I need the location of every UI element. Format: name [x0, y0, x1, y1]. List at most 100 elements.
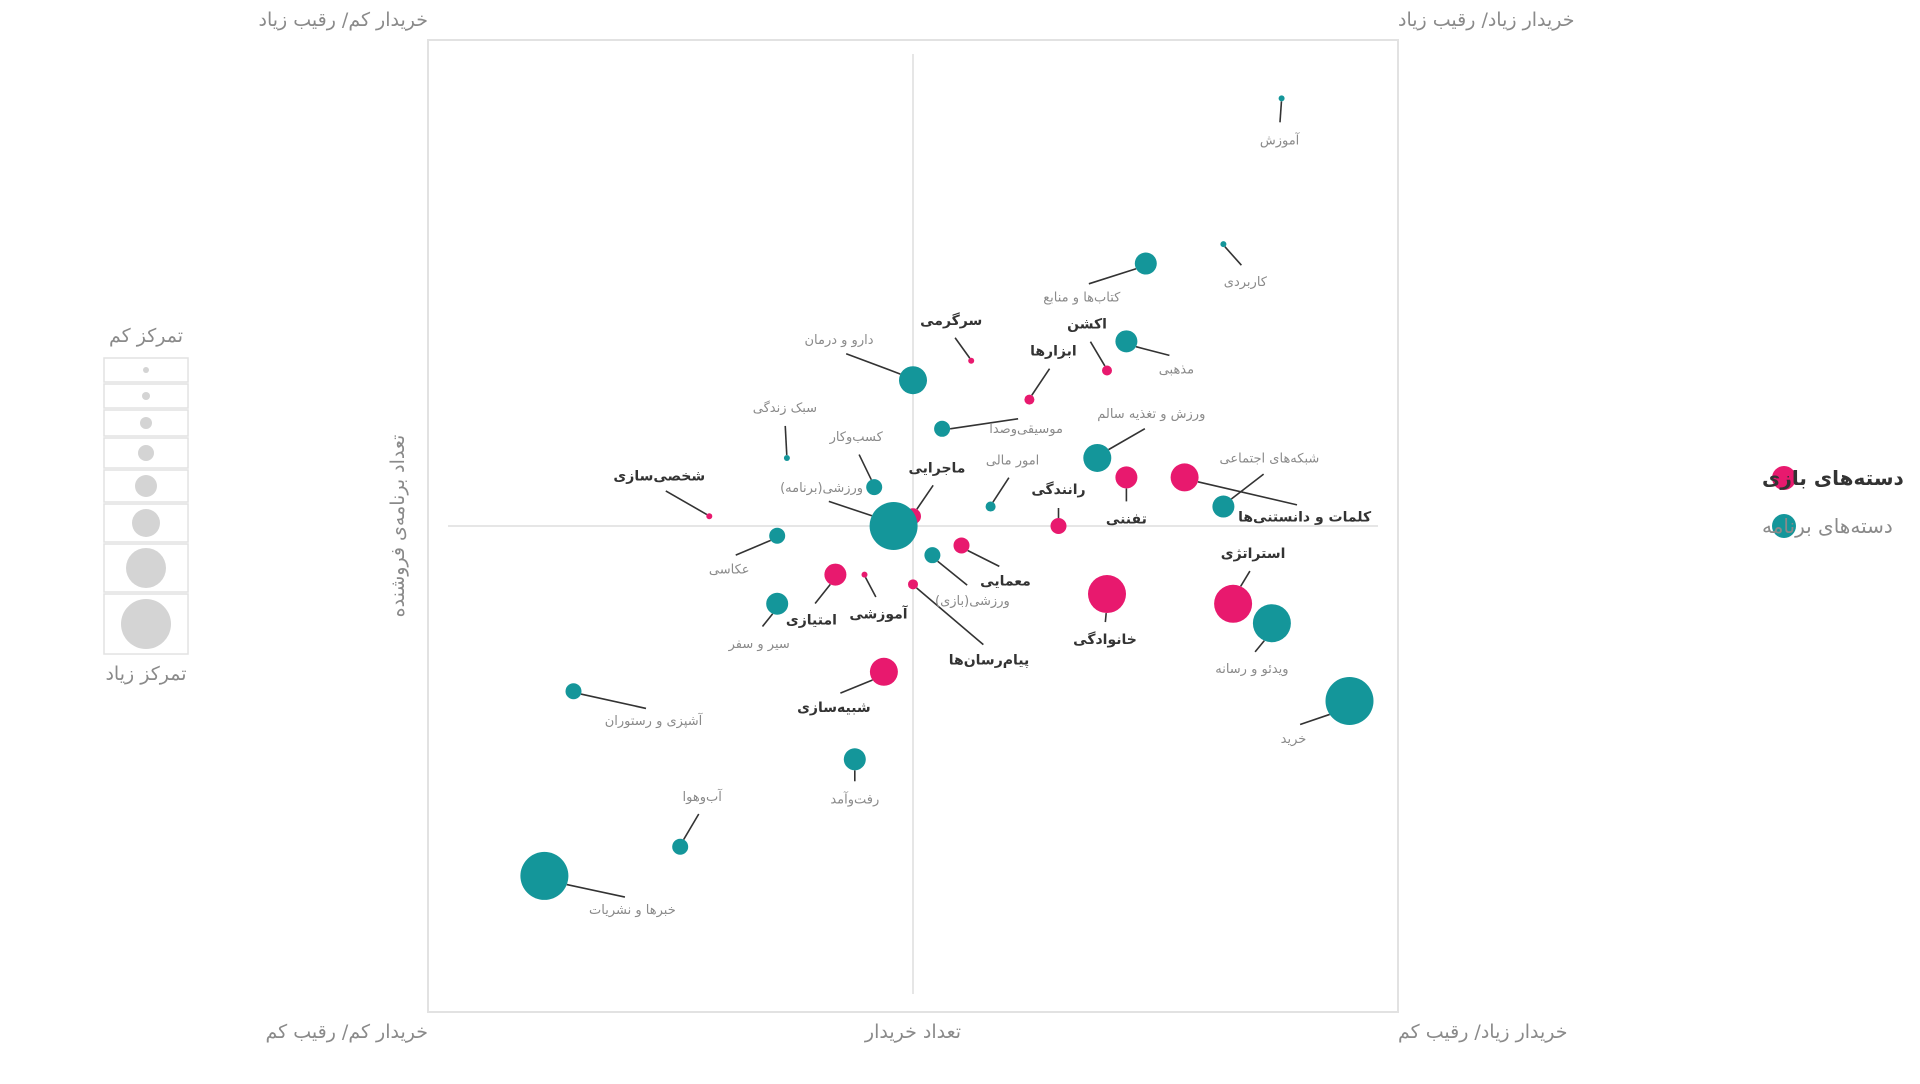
app-label-10: شبکه‌های اجتماعی [1220, 452, 1320, 467]
app-leader-12 [735, 539, 771, 556]
size-legend-bubble-4 [135, 475, 157, 497]
app-leader-7 [784, 425, 788, 456]
size-legend-cell-6 [103, 543, 189, 593]
x-axis-title: تعداد خریدار [864, 1021, 961, 1043]
game-leader-13 [1239, 570, 1251, 587]
game-bubble-1 [1102, 365, 1112, 376]
app-label-8: کسب‌وکار [829, 430, 884, 445]
app-bubble-5 [934, 420, 951, 437]
app-label-13: ورزشی(بازی) [935, 594, 1010, 609]
size-legend-cell-1 [103, 383, 189, 409]
game-leader-2 [1031, 368, 1051, 396]
legend-marker-1 [1772, 514, 1796, 538]
app-label-6: ورزش و تغذیه سالم [1097, 407, 1205, 422]
axis-titles: تعداد خریدار تعداد برنامه‌ی فروشنده [387, 435, 961, 1043]
app-label-0: آموزش [1260, 131, 1301, 148]
game-bubble-13 [1214, 584, 1253, 623]
app-label-12: عکاسی [709, 563, 750, 578]
size-legend-title-bottom: تمرکز زیاد [105, 663, 186, 685]
app-leader-13 [937, 560, 968, 586]
game-label-10: آموزشی [849, 605, 908, 623]
quadrant-label-bottom-left: خریدار کم/ رقیب کم [266, 1021, 429, 1043]
app-leader-15 [1254, 640, 1265, 653]
app-label-15: ویدئو و رسانه [1215, 662, 1288, 677]
app-bubble-13 [924, 547, 941, 564]
app-label-20: خبرها و نشریات [589, 903, 676, 918]
y-axis-title: تعداد برنامه‌ی فروشنده [387, 435, 409, 618]
game-label-5: رانندگی [1031, 481, 1085, 498]
app-bubble-8 [866, 479, 883, 496]
app-leader-20 [566, 883, 626, 898]
game-bubble-8 [953, 537, 970, 554]
game-label-11: پیام‌رسان‌ها [949, 652, 1030, 668]
game-label-12: خانوادگی [1073, 631, 1137, 648]
game-bubble-11 [908, 579, 918, 590]
size-legend-bubble-0 [143, 367, 149, 373]
game-bubble-14 [869, 657, 898, 686]
app-leader-8 [858, 454, 873, 481]
game-label-4: تفننی [1106, 511, 1147, 527]
game-bubble-9 [824, 563, 847, 586]
game-label-0: سرگرمی [920, 312, 982, 329]
app-bubble-1 [1220, 241, 1227, 248]
app-bubble-17 [565, 683, 582, 700]
game-label-2: ابزارها [1030, 344, 1077, 360]
legend-label-0: دسته‌های بازی [1762, 466, 1904, 490]
app-leader-14 [761, 613, 774, 627]
app-leader-19 [682, 813, 700, 840]
game-bubble-4 [1115, 466, 1138, 489]
app-bubble-20 [520, 851, 569, 900]
app-leader-10 [1230, 473, 1265, 500]
app-bubble-2 [1134, 252, 1157, 275]
game-leader-6 [665, 490, 708, 516]
data-points [520, 95, 1374, 900]
size-legend-cell-4 [103, 469, 189, 503]
app-leader-17 [580, 693, 647, 710]
app-label-17: آشپزی و رستوران [605, 712, 704, 729]
game-leader-10 [864, 577, 877, 598]
app-leader-0 [1279, 101, 1283, 123]
quadrant-label-top-right: خریدار زیاد/ رقیب زیاد [1398, 9, 1575, 31]
game-leader-0 [954, 337, 971, 359]
game-label-13: استراتژی [1221, 546, 1286, 562]
app-bubble-12 [769, 527, 786, 544]
app-leader-5 [949, 418, 1019, 430]
app-label-16: خرید [1281, 732, 1307, 747]
game-label-7: ماجرایی [909, 460, 966, 476]
app-bubble-4 [899, 366, 927, 395]
app-label-18: رفت‌وآمد [830, 790, 879, 807]
app-bubble-3 [1115, 330, 1138, 353]
size-legend: تمرکز کم تمرکز زیاد [103, 325, 189, 685]
game-label-8: معمایی [980, 573, 1031, 589]
size-legend-cell-0 [103, 357, 189, 383]
game-bubble-5 [1050, 518, 1067, 534]
game-label-14: شبیه‌سازی [797, 700, 871, 716]
app-label-7: سبک زندگی [753, 400, 817, 416]
app-bubble-14 [766, 592, 789, 615]
app-bubble-10 [1212, 495, 1235, 518]
app-leader-3 [1135, 345, 1170, 357]
game-leader-8 [967, 549, 1000, 568]
game-leader-7 [916, 484, 934, 510]
size-legend-cell-2 [103, 409, 189, 437]
app-bubble-19 [672, 838, 689, 855]
game-bubble-0 [968, 357, 975, 364]
app-label-4: دارو و درمان [804, 333, 873, 348]
game-label-1: اکشن [1067, 316, 1107, 332]
app-leader-1 [1224, 246, 1242, 266]
size-legend-cell-5 [103, 503, 189, 543]
app-leader-9 [992, 477, 1010, 503]
app-label-11: ورزشی(برنامه) [780, 481, 863, 496]
size-legend-bubble-7 [121, 599, 171, 649]
app-leader-4 [845, 352, 901, 375]
game-bubble-2 [1024, 394, 1035, 405]
app-label-14: سیر و سفر [728, 637, 790, 652]
game-label-9: امتیازی [786, 613, 837, 629]
app-bubble-9 [985, 501, 996, 512]
legend-marker-0 [1772, 466, 1796, 490]
app-label-3: مذهبی [1159, 362, 1194, 377]
app-leader-11 [828, 500, 873, 517]
plot-border [427, 39, 1399, 1013]
